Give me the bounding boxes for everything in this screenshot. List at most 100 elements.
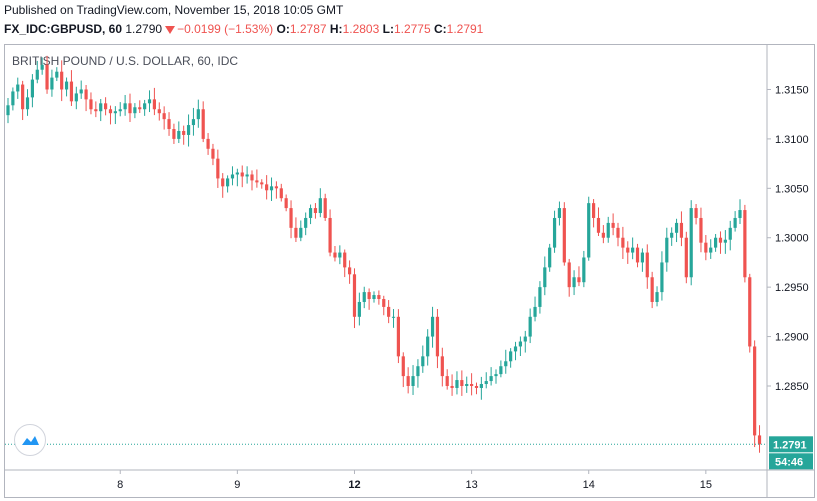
last-price-tag	[769, 436, 813, 453]
candle-body	[123, 103, 127, 110]
candle-body	[513, 346, 518, 352]
y-tick-label: 1.2950	[775, 282, 809, 294]
candle-body	[289, 208, 293, 228]
x-tick-label: 12	[348, 479, 360, 491]
candle-body	[748, 277, 752, 347]
candle-body	[94, 109, 98, 112]
candle-body	[279, 188, 283, 199]
candle-body	[230, 174, 235, 179]
candle-body	[318, 198, 322, 214]
candle-body	[518, 341, 522, 347]
candle-body	[391, 316, 396, 318]
candle-body	[50, 77, 54, 90]
candle-body	[147, 99, 152, 104]
high-value: 1.2803	[342, 22, 380, 36]
candle-body	[299, 227, 303, 238]
candle-body	[523, 336, 527, 342]
candle-body	[421, 356, 425, 367]
candle-body	[308, 208, 313, 218]
last-price: 1.2790	[125, 22, 163, 36]
candle-body	[499, 366, 503, 375]
candle-body	[411, 376, 415, 386]
candle-body	[528, 316, 532, 337]
high-label: H:	[329, 22, 343, 36]
candle-body	[601, 232, 605, 238]
candle-body	[333, 252, 337, 258]
candle-body	[69, 81, 74, 102]
candle-body	[338, 252, 342, 258]
candle-body	[465, 384, 469, 386]
candle-body	[60, 71, 64, 90]
candle-body	[118, 109, 122, 112]
chart-frame	[4, 44, 815, 498]
candle-body	[660, 262, 664, 293]
quote-bar: FX_IDC:GBPUSD, 60 1.2790 −0.0199 (−1.53%)…	[4, 22, 483, 36]
candle-body	[89, 99, 93, 110]
candle-body	[723, 239, 727, 243]
candle-body	[387, 306, 391, 317]
candle-body	[621, 237, 625, 248]
candle-body	[611, 222, 615, 228]
candle-body	[631, 247, 635, 253]
symbol-label[interactable]: FX_IDC:GBPUSD, 60	[4, 22, 123, 36]
candle-body	[650, 277, 654, 302]
candle-body	[557, 208, 562, 218]
candle-body	[572, 277, 576, 288]
y-tick-label: 1.3100	[775, 134, 809, 146]
candle-body	[372, 295, 376, 300]
tradingview-cloud-icon	[22, 436, 39, 445]
down-arrow-icon	[165, 25, 176, 34]
y-tick-label: 1.3150	[775, 84, 809, 96]
close-label: C:	[433, 22, 447, 36]
candle-body	[533, 306, 537, 317]
tradingview-logo[interactable]	[14, 424, 46, 456]
candle-body	[35, 69, 39, 80]
close-value: 1.2791	[446, 22, 484, 36]
x-tick-label: 15	[700, 479, 712, 491]
candle-body	[40, 64, 44, 70]
candle-body	[674, 222, 679, 233]
candle-body	[455, 380, 459, 388]
candle-body	[265, 184, 269, 191]
candle-body	[733, 217, 737, 228]
candle-body	[470, 384, 474, 386]
candle-body	[689, 208, 693, 278]
candle-body	[426, 336, 430, 357]
candle-body	[626, 247, 630, 253]
candle-body	[45, 64, 49, 90]
chart-title: BRITISH POUND / U.S. DOLLAR, 60, IDC	[12, 54, 239, 68]
candle-body	[416, 366, 420, 377]
candle-body	[328, 217, 332, 253]
candle-body	[704, 242, 708, 253]
candle-body	[728, 227, 732, 240]
candle-body	[396, 316, 400, 357]
candle-body	[635, 247, 640, 263]
candle-body	[138, 107, 142, 110]
candle-body	[504, 361, 508, 367]
candle-body	[226, 178, 230, 187]
candle-body	[479, 384, 483, 388]
candle-body	[245, 174, 249, 177]
candle-body	[304, 217, 308, 228]
candle-body	[474, 385, 479, 388]
candle-body	[25, 97, 30, 110]
candle-body	[694, 208, 698, 218]
candle-body	[538, 287, 542, 307]
candle-body	[567, 262, 571, 288]
candle-body	[313, 208, 318, 214]
candle-body	[21, 84, 25, 110]
candle-body	[284, 198, 288, 209]
candle-body	[450, 385, 454, 388]
candle-body	[152, 99, 156, 110]
y-tick-label: 1.2850	[775, 381, 809, 393]
candle-body	[255, 180, 259, 183]
candle-body	[562, 208, 566, 263]
candle-body	[552, 217, 557, 248]
candle-body	[343, 252, 347, 268]
x-tick-label: 13	[465, 479, 477, 491]
candle-body	[216, 158, 220, 179]
candle-body	[191, 119, 196, 126]
candle-body	[406, 376, 410, 386]
candle-body	[79, 89, 83, 94]
